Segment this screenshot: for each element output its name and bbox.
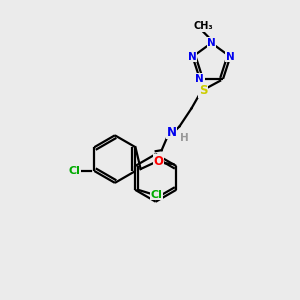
Text: N: N [167, 126, 177, 139]
Text: CH₃: CH₃ [194, 21, 213, 31]
Text: Cl: Cl [68, 166, 80, 176]
Text: N: N [226, 52, 235, 62]
Text: O: O [154, 154, 164, 168]
Text: H: H [180, 133, 189, 143]
Text: N: N [207, 38, 216, 48]
Text: N: N [195, 74, 204, 84]
Text: Cl: Cl [151, 190, 163, 200]
Text: S: S [199, 84, 208, 97]
Text: N: N [188, 52, 197, 62]
